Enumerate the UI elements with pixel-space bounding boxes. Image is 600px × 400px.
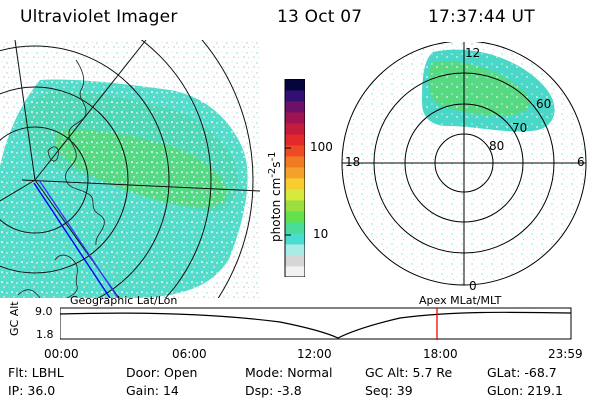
footer-flt: Flt: LBHL [8,365,64,380]
dsp-label: Dsp: [245,383,274,398]
gc-alt-value: 5.7 Re [412,365,453,380]
footer-gc-alt: GC Alt: 5.7 Re [365,365,452,380]
orbit-y-axis-label: GC Alt [8,301,21,336]
colorbar-stripe [285,79,305,91]
orbit-x-tick-1800: 18:00 [423,347,458,361]
mlt-label-18: 18 [345,155,361,169]
door-label: Door: [126,365,161,380]
gain-value: 14 [162,383,179,398]
colorbar-stripes [285,79,305,277]
colorbar-stripe [285,123,305,135]
colorbar-stripe [285,211,305,223]
mlat-label-70: 70 [512,121,528,135]
colorbar-stripe [285,244,305,256]
colorbar-stripe [285,112,305,124]
orbit-left-title: Geographic Lat/Lon [70,294,178,307]
orbit-altitude-plot [60,307,572,340]
colorbar-unit-mid: s [269,161,283,168]
map-gridlines [0,40,260,298]
colorbar-unit-base: photon cm [269,177,283,242]
colorbar-stripe [285,200,305,212]
footer-dsp: Dsp: -3.8 [245,383,302,398]
polar-image-layer [342,42,586,285]
mlt-label-00: 0 [469,279,477,293]
colorbar-unit-sup-2: -1 [267,151,278,162]
colorbar-stripe [285,156,305,168]
map-image-layer [0,40,260,298]
colorbar-stripe [285,145,305,157]
colorbar-unit-sup-1: -2 [267,167,278,178]
footer-gain: Gain: 14 [126,383,179,398]
mlt-label-12: 12 [465,46,481,60]
footer-mode: Mode: Normal [245,365,333,380]
colorbar-stripe [285,233,305,245]
colorbar-stripe [285,222,305,234]
seq-label: Seq: [365,383,393,398]
door-value: Open [164,365,198,380]
orbit-x-tick-2359: 23:59 [548,347,583,361]
footer-ip: IP: 36.0 [8,383,55,398]
polar-plot-panel [341,42,587,286]
colorbar-stripe [285,266,305,277]
seq-value: 39 [396,383,413,398]
intensity-colorbar [284,79,305,277]
gain-label: Gain: [126,383,159,398]
dsp-value: -3.8 [277,383,302,398]
colorbar-stripe [285,178,305,190]
orbit-right-title: Apex MLat/MLT [419,294,502,307]
flt-value: LBHL [31,365,64,380]
orbit-track-lines [33,179,119,298]
orbit-x-tick-0600: 06:00 [172,347,207,361]
footer-seq: Seq: 39 [365,383,413,398]
orbit-altitude-curve [60,311,572,339]
mlt-label-06: 6 [577,155,585,169]
colorbar-stripe [285,101,305,113]
mode-value: Normal [287,365,333,380]
colorbar-stripe [285,189,305,201]
orbit-y-tick-bottom: 1.8 [36,328,54,341]
colorbar-tick-label-high: 100 [310,140,333,154]
colorbar-stripe [285,255,305,267]
orbit-x-tick-0000: 00:00 [44,347,79,361]
colorbar-stripe [285,167,305,179]
colorbar-tick-label-low: 10 [313,227,329,241]
mode-label: Mode: [245,365,284,380]
time-label: 17:37:44 UT [428,7,535,27]
instrument-title: Ultraviolet Imager [20,7,178,27]
ip-label: IP: [8,383,24,398]
polar-noise-overlay [342,42,586,285]
glon-value: 219.1 [527,383,563,398]
colorbar-stripe [285,134,305,146]
orbit-x-tick-1200: 12:00 [297,347,332,361]
mlat-label-60: 60 [536,97,552,111]
ip-value: 36.0 [27,383,56,398]
mlat-label-80: 80 [489,139,505,153]
glat-label: GLat: [487,365,521,380]
footer-glat: GLat: -68.7 [487,365,557,380]
geographic-map-panel [0,40,260,298]
colorbar-frame [284,79,305,277]
colorbar-unit-label: photon cm-2s-1 [267,151,283,242]
footer-door: Door: Open [126,365,197,380]
glon-label: GLon: [487,383,524,398]
coastline-outline [17,59,105,298]
glat-value: -68.7 [524,365,557,380]
pixel-noise-overlay [0,40,260,298]
colorbar-stripe [285,90,305,102]
polar-grid [341,42,587,286]
flt-label: Flt: [8,365,28,380]
gc-alt-label: GC Alt: [365,365,409,380]
orbit-y-tick-top: 9.0 [35,305,53,318]
date-label: 13 Oct 07 [277,7,363,27]
footer-glon: GLon: 219.1 [487,383,563,398]
